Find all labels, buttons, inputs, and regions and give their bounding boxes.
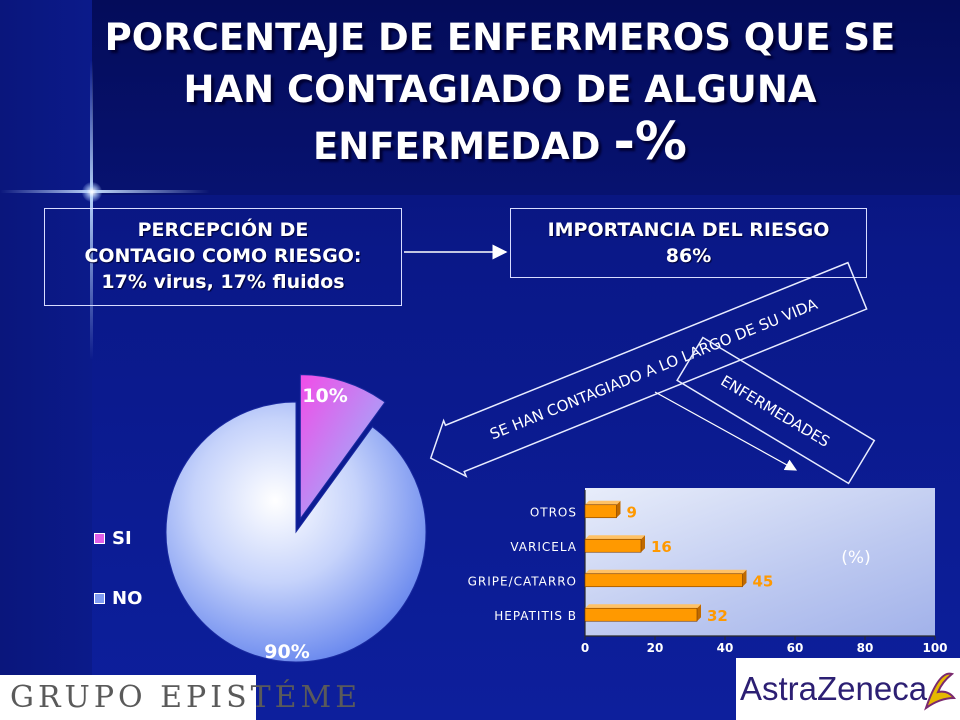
perception-line-1: PERCEPCIÓN DE bbox=[137, 219, 309, 241]
bar-top-gripe-catarro bbox=[585, 569, 747, 574]
title-line-3: ENFERMEDAD -% bbox=[60, 116, 940, 173]
diseases-pointer bbox=[654, 391, 798, 471]
bar-side-otros bbox=[616, 500, 621, 518]
slide-title: PORCENTAJE DE ENFERMEROS QUE SE HAN CONT… bbox=[60, 12, 940, 173]
title-line-1: PORCENTAJE DE ENFERMEROS QUE SE bbox=[104, 16, 896, 59]
bar-value-varicela: 16 bbox=[651, 538, 672, 556]
bar-category-otros: OTROS bbox=[530, 505, 577, 519]
legend-item-si: SI bbox=[94, 528, 132, 549]
perception-line-3: 17% virus, 17% fluidos bbox=[101, 271, 345, 293]
bar-varicela bbox=[584, 538, 642, 553]
perception-line-2: CONTAGIO COMO RIESGO: bbox=[84, 245, 362, 267]
legend-label-si: SI bbox=[112, 528, 132, 549]
x-tick-label-40: 40 bbox=[717, 641, 734, 655]
astrazeneca-logo-text: AstraZeneca bbox=[740, 670, 928, 707]
bar-otros bbox=[584, 504, 617, 519]
title-suffix: -% bbox=[613, 112, 687, 172]
title-line-2: HAN CONTAGIADO DE ALGUNA bbox=[183, 68, 817, 111]
bar-hepatitis-b bbox=[584, 607, 698, 622]
pie-slice-si bbox=[299, 374, 386, 521]
pie-slice-no bbox=[165, 401, 427, 663]
title-line-3-text: ENFERMEDAD bbox=[312, 125, 601, 168]
importance-line-1: IMPORTANCIA DEL RIESGO bbox=[547, 219, 830, 241]
legend-item-no: NO bbox=[94, 588, 142, 609]
importance-box: IMPORTANCIA DEL RIESGO 86% bbox=[510, 208, 867, 278]
legend-swatch-no bbox=[94, 593, 105, 604]
bar-category-gripe-catarro: GRIPE/CATARRO bbox=[468, 574, 577, 588]
astrazeneca-logo: AstraZeneca bbox=[736, 658, 960, 720]
pie-label-si: 10% bbox=[302, 385, 347, 407]
light-flare-vertical bbox=[90, 60, 93, 360]
importance-line-2: 86% bbox=[665, 245, 712, 267]
legend-swatch-si bbox=[94, 533, 105, 544]
x-tick-label-100: 100 bbox=[922, 641, 947, 655]
bar-side-varicela bbox=[641, 535, 645, 553]
bar-value-hepatitis-b: 32 bbox=[707, 607, 728, 625]
astrazeneca-mark-icon bbox=[924, 672, 957, 711]
bar-top-hepatitis-b bbox=[585, 604, 701, 609]
bar-top-varicela bbox=[585, 535, 645, 540]
bar-side-gripe-catarro bbox=[742, 569, 747, 587]
x-tick-label-80: 80 bbox=[857, 641, 874, 655]
light-flare-center bbox=[82, 182, 102, 202]
left-panel bbox=[0, 0, 92, 720]
bar-category-hepatitis-b: HEPATITIS B bbox=[494, 609, 577, 623]
grupo-episteme-logo: GRUPO EPISTÉME bbox=[0, 675, 357, 720]
bar-unit-label: (%) bbox=[841, 548, 870, 568]
bar-side-hepatitis-b bbox=[697, 604, 701, 622]
x-tick-label-20: 20 bbox=[647, 641, 664, 655]
x-tick-label-60: 60 bbox=[787, 641, 804, 655]
bar-top-otros bbox=[585, 500, 621, 505]
pie-label-no: 90% bbox=[264, 641, 309, 663]
bar-gripe-catarro bbox=[584, 573, 743, 588]
legend-label-no: NO bbox=[112, 588, 143, 609]
bar-value-gripe-catarro: 45 bbox=[753, 572, 774, 590]
bar-category-varicela: VARICELA bbox=[510, 540, 577, 554]
bar-value-otros: 9 bbox=[627, 503, 637, 521]
top-band bbox=[0, 0, 960, 195]
perception-box: PERCEPCIÓN DE CONTAGIO COMO RIESGO: 17% … bbox=[44, 208, 402, 306]
light-flare-horizontal bbox=[0, 190, 210, 193]
x-tick-label-0: 0 bbox=[581, 641, 589, 655]
